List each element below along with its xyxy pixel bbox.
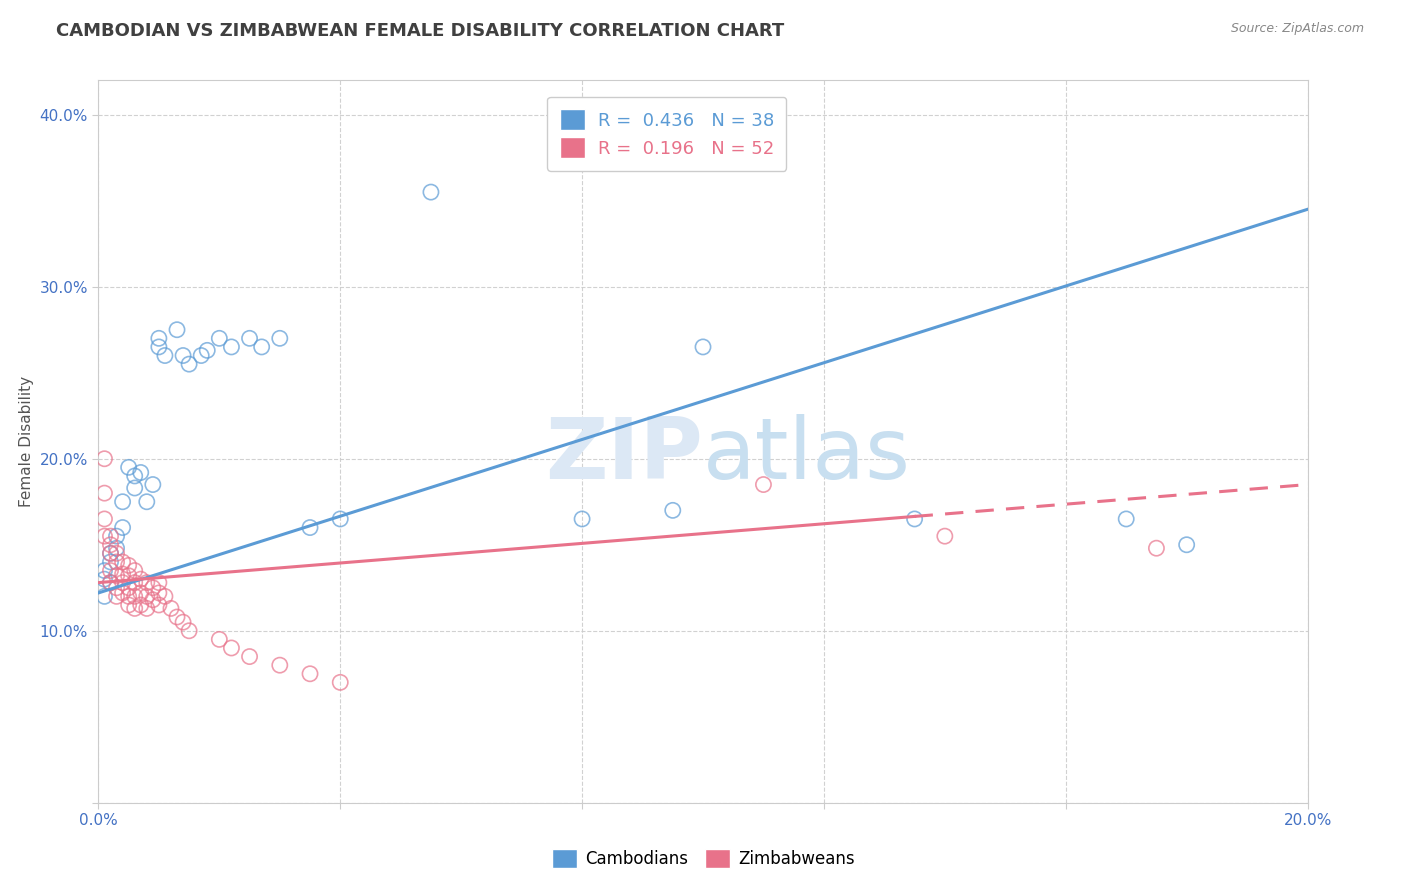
Point xyxy=(93,564,115,578)
Point xyxy=(148,586,170,600)
Point xyxy=(661,503,683,517)
Legend: R =  0.436   N = 38, R =  0.196   N = 52: R = 0.436 N = 38, R = 0.196 N = 52 xyxy=(547,96,786,170)
Point xyxy=(571,512,593,526)
Point xyxy=(111,567,134,582)
Point xyxy=(148,340,170,354)
Point xyxy=(160,601,183,615)
Point xyxy=(142,581,165,595)
Point xyxy=(124,469,146,483)
Point xyxy=(934,529,956,543)
Text: atlas: atlas xyxy=(703,415,911,498)
Point xyxy=(124,575,146,590)
Point xyxy=(221,340,243,354)
Point xyxy=(105,529,128,543)
Point xyxy=(111,586,134,600)
Point xyxy=(100,575,122,590)
Point xyxy=(118,460,141,475)
Point xyxy=(105,546,128,560)
Point xyxy=(118,590,141,604)
Point xyxy=(118,581,141,595)
Point xyxy=(105,581,128,595)
Legend: Cambodians, Zimbabweans: Cambodians, Zimbabweans xyxy=(546,842,860,875)
Point xyxy=(195,343,218,358)
Point xyxy=(752,477,775,491)
Point xyxy=(208,632,231,647)
Point xyxy=(93,451,115,466)
Point xyxy=(124,590,146,604)
Text: CAMBODIAN VS ZIMBABWEAN FEMALE DISABILITY CORRELATION CHART: CAMBODIAN VS ZIMBABWEAN FEMALE DISABILIT… xyxy=(56,22,785,40)
Point xyxy=(148,575,170,590)
Text: Source: ZipAtlas.com: Source: ZipAtlas.com xyxy=(1230,22,1364,36)
Text: ZIP: ZIP xyxy=(546,415,703,498)
Point xyxy=(153,349,176,363)
Point xyxy=(166,610,188,624)
Point xyxy=(1175,538,1198,552)
Point xyxy=(142,477,165,491)
Point xyxy=(93,486,115,500)
Point xyxy=(299,666,322,681)
Point xyxy=(118,568,141,582)
Point xyxy=(129,572,152,586)
Point xyxy=(148,598,170,612)
Point xyxy=(124,601,146,615)
Point xyxy=(105,541,128,556)
Point xyxy=(329,512,352,526)
Point xyxy=(420,185,443,199)
Point xyxy=(105,555,128,569)
Point xyxy=(100,529,122,543)
Point xyxy=(269,658,291,673)
Point xyxy=(129,466,152,480)
Point xyxy=(124,481,146,495)
Point xyxy=(100,555,122,569)
Point xyxy=(190,349,212,363)
Point xyxy=(129,586,152,600)
Point xyxy=(172,615,194,630)
Point xyxy=(100,538,122,552)
Point xyxy=(129,598,152,612)
Point xyxy=(111,494,134,508)
Point xyxy=(93,529,115,543)
Point xyxy=(100,546,122,560)
Point xyxy=(208,331,231,345)
Point xyxy=(179,624,201,638)
Point xyxy=(93,572,115,586)
Y-axis label: Female Disability: Female Disability xyxy=(18,376,34,508)
Point xyxy=(221,640,243,655)
Point xyxy=(239,331,262,345)
Point xyxy=(124,564,146,578)
Point xyxy=(100,546,122,560)
Point xyxy=(329,675,352,690)
Point xyxy=(111,520,134,534)
Point xyxy=(250,340,273,354)
Point xyxy=(1144,541,1167,556)
Point xyxy=(118,598,141,612)
Point xyxy=(135,575,157,590)
Point xyxy=(93,512,115,526)
Point xyxy=(100,575,122,590)
Point xyxy=(166,323,188,337)
Point xyxy=(105,590,128,604)
Point xyxy=(105,568,128,582)
Point xyxy=(135,494,157,508)
Point xyxy=(692,340,714,354)
Point xyxy=(172,349,194,363)
Point xyxy=(118,558,141,573)
Point xyxy=(179,357,201,371)
Point xyxy=(142,592,165,607)
Point xyxy=(111,575,134,590)
Point xyxy=(269,331,291,345)
Point xyxy=(1115,512,1137,526)
Point xyxy=(135,590,157,604)
Point xyxy=(100,564,122,578)
Point xyxy=(904,512,927,526)
Point xyxy=(239,649,262,664)
Point xyxy=(299,520,322,534)
Point xyxy=(153,590,176,604)
Point xyxy=(135,601,157,615)
Point xyxy=(93,590,115,604)
Point xyxy=(111,555,134,569)
Point xyxy=(148,331,170,345)
